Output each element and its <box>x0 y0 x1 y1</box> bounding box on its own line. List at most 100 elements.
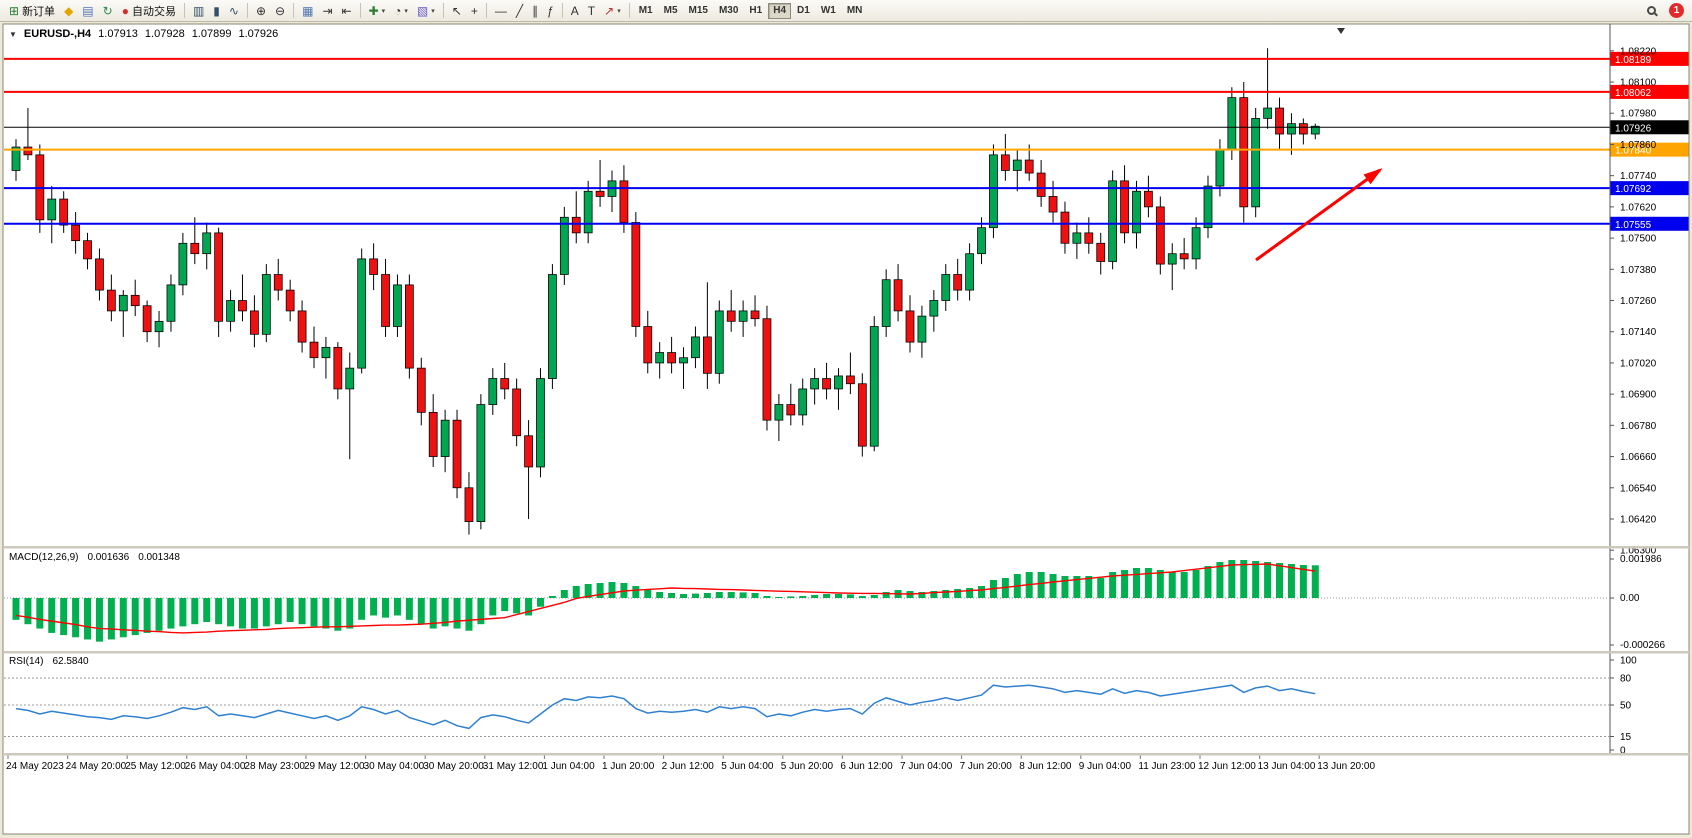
price-axis-label: 1.06300 <box>1620 546 1657 557</box>
candle-body-up <box>178 242 188 286</box>
timeframe-w1-button[interactable]: W1 <box>816 3 841 19</box>
text-label-button[interactable]: T <box>584 2 599 20</box>
line-chart-icon: ∿ <box>228 3 239 18</box>
candle-body-up <box>1012 159 1022 171</box>
text-button[interactable]: A <box>567 2 583 20</box>
candle-body-up <box>583 190 593 234</box>
templates-button[interactable]: ▧ ▾ <box>413 2 439 20</box>
macd-bar <box>107 598 115 640</box>
timeframe-d1-button[interactable]: D1 <box>792 3 815 19</box>
zoom-in-button[interactable]: ⊕ <box>252 2 270 20</box>
arrows-button[interactable]: ↗ ▾ <box>600 2 625 20</box>
notification-badge[interactable]: 1 <box>1669 3 1684 18</box>
toolbar-separator <box>246 3 248 18</box>
macd-bar <box>691 593 699 598</box>
trend-arrow-head[interactable] <box>1363 168 1383 185</box>
templates-icon: ▧ <box>416 3 429 18</box>
cursor-button[interactable]: ↖ <box>448 2 466 20</box>
chart-shift-button[interactable]: ⇤ <box>338 2 356 20</box>
toolbar-separator <box>442 3 444 18</box>
timeframe-mn-button[interactable]: MN <box>842 3 868 19</box>
candle-body-down <box>1060 211 1070 244</box>
periods-button[interactable]: ◔ ▾ <box>390 2 412 20</box>
timeframe-h1-button[interactable]: H1 <box>744 3 767 19</box>
macd-bar <box>727 592 735 598</box>
panel-splitter[interactable] <box>3 651 1689 654</box>
macd-bar <box>250 598 258 629</box>
macd-bar <box>84 598 92 640</box>
macd-bar <box>95 598 103 642</box>
macd-bar <box>274 598 282 625</box>
macd-bar <box>763 596 771 598</box>
tile-windows-button[interactable]: ▦ <box>298 2 317 20</box>
macd-bar <box>930 591 938 598</box>
new-order-button[interactable]: ⊞ 新订单 <box>5 2 59 20</box>
current-price-label: 1.07926 <box>1615 123 1652 134</box>
candlesticks-button[interactable]: ▮ <box>209 2 224 20</box>
price-axis-label: 1.07260 <box>1620 296 1657 307</box>
candle-body-down <box>619 180 629 223</box>
timeframe-m1-button[interactable]: M1 <box>634 3 658 19</box>
refresh-button[interactable]: ↻ <box>99 2 117 20</box>
macd-bar <box>382 598 390 618</box>
candle-body-down <box>524 435 533 468</box>
timeframe-m30-button[interactable]: M30 <box>714 3 743 19</box>
trend-arrow[interactable] <box>1255 168 1381 262</box>
price-axis-label: 1.07500 <box>1620 234 1657 245</box>
text-icon: A <box>570 3 579 18</box>
candle-body-down <box>130 294 140 307</box>
macd-bar <box>167 598 175 629</box>
ohlc-low: 1.07899 <box>191 28 232 40</box>
fibonacci-button[interactable]: ƒ <box>543 2 558 20</box>
equidistant-channel-button[interactable]: ∥ <box>528 2 542 20</box>
mql5-community-button[interactable]: ◆ <box>60 2 77 20</box>
candle-body-up <box>917 315 927 343</box>
time-label: 5 Jun 04:00 <box>721 761 774 772</box>
timeframe-m5-button[interactable]: M5 <box>659 3 683 19</box>
chart-window-background <box>2 23 1690 835</box>
toolbar-right: 1 <box>1643 2 1687 20</box>
price-axis-label: 1.07860 <box>1620 140 1657 151</box>
price-axis[interactable]: 1.08220 1.08100 1.07980 1.07860 1.07740 1.076… <box>1609 24 1657 753</box>
candlestick-series <box>11 48 1320 535</box>
chart-collapse-icon[interactable]: ▼ <box>9 29 17 39</box>
time-label: 30 May 20:00 <box>423 761 484 772</box>
panel-splitter[interactable] <box>3 546 1689 549</box>
rsi-header: RSI(14) 62.5840 <box>9 656 89 667</box>
timeframe-h4-button[interactable]: H4 <box>768 2 792 19</box>
auto-scroll-button[interactable]: ⇥ <box>318 2 336 20</box>
crosshair-button[interactable]: + <box>467 2 482 20</box>
profiles-button[interactable]: ▤ <box>78 2 97 20</box>
rsi-axis-label: 80 <box>1620 674 1632 685</box>
macd-axis-label: 0.00 <box>1620 593 1640 604</box>
main-toolbar: ⊞ 新订单 ◆ ▤ ↻ ● 自动交易 ▥ ▮ ∿ ⊕ ⊖ ▦ ⇥ ⇤ ✚ ▾ ◔ ▾ ▧ ▾ ↖ + — ╱ ∥ ƒ A T ↗ ▾ M1 M5… <box>0 0 1692 22</box>
autotrading-button[interactable]: ● 自动交易 <box>118 2 180 20</box>
line-chart-button[interactable]: ∿ <box>225 2 243 20</box>
candle-body-down <box>822 378 831 390</box>
price-axis-label: 1.07020 <box>1620 358 1657 369</box>
panel-splitter[interactable] <box>3 753 1689 756</box>
trendline-button[interactable]: ╱ <box>512 2 527 20</box>
candle-body-down <box>95 258 104 291</box>
candle-body-up <box>1203 185 1213 229</box>
autotrading-label: 自动交易 <box>131 5 176 18</box>
timeframe-m15-button[interactable]: M15 <box>684 3 713 19</box>
price-axis-label: 1.07380 <box>1620 265 1657 276</box>
candle-body-down <box>643 326 653 364</box>
indicators-button[interactable]: ✚ ▾ <box>365 2 390 20</box>
candle-body-down <box>1275 107 1284 135</box>
fibonacci-icon: ƒ <box>547 3 554 18</box>
zoom-out-button[interactable]: ⊖ <box>271 2 289 20</box>
ohlc-bars-button[interactable]: ▥ <box>189 2 208 20</box>
search-button[interactable] <box>1643 2 1660 20</box>
macd-bar <box>48 598 56 633</box>
macd-bar <box>489 598 497 616</box>
candle-body-down <box>83 240 92 260</box>
price-line-label: 1.07555 <box>1615 220 1652 231</box>
toolbar-buttons: ⊞ 新订单 ◆ ▤ ↻ ● 自动交易 ▥ ▮ ∿ ⊕ ⊖ ▦ ⇥ ⇤ ✚ ▾ ◔ ▾ ▧ ▾ ↖ + — ╱ ∥ ƒ A T ↗ ▾ M1 M5… <box>5 2 1643 20</box>
macd-bar <box>739 592 747 598</box>
scroll-marker-icon[interactable] <box>1337 28 1345 34</box>
horizontal-line-button[interactable]: — <box>491 2 511 20</box>
